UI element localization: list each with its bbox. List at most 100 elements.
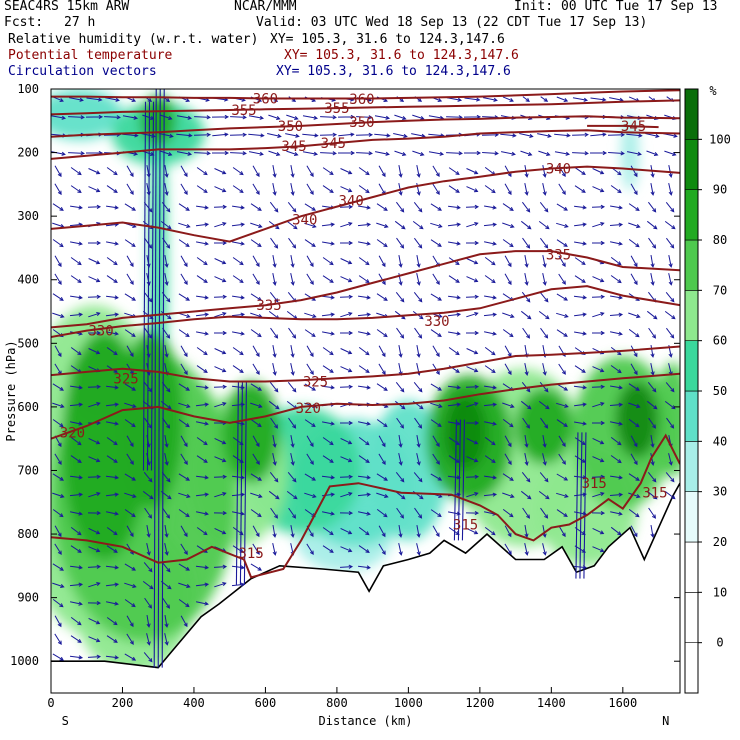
wind-vector <box>250 222 263 228</box>
wind-vector <box>665 382 675 393</box>
wind-vector <box>144 237 153 249</box>
wind-vector <box>592 456 605 463</box>
y-tick-label: 800 <box>17 527 39 541</box>
wind-vector <box>106 421 119 426</box>
wind-vector <box>88 258 101 265</box>
wind-vector <box>650 255 655 268</box>
wind-vector <box>414 327 423 339</box>
theta-contour-label: 360 <box>349 92 374 108</box>
wind-vector <box>483 97 498 102</box>
wind-vector <box>126 615 134 628</box>
wind-vector <box>269 291 279 303</box>
wind-vector <box>52 239 64 248</box>
wind-vector <box>231 582 246 587</box>
wind-vector <box>630 525 638 538</box>
wind-vector <box>502 96 514 102</box>
theta-contour-label: 355 <box>324 101 349 117</box>
wind-vector <box>70 475 83 480</box>
wind-vector <box>666 417 675 429</box>
wind-vector <box>70 635 82 643</box>
wind-vector <box>646 490 658 500</box>
wind-vector <box>252 255 260 268</box>
wind-vector <box>628 419 640 428</box>
wind-vector <box>572 97 589 102</box>
wind-vector <box>194 115 211 120</box>
wind-vector <box>213 384 228 389</box>
wind-vector <box>286 221 298 230</box>
wind-vector <box>590 97 607 102</box>
wind-vector <box>502 312 515 318</box>
wind-vector <box>610 205 623 210</box>
wind-vector <box>143 562 153 573</box>
wind-vector <box>54 615 62 628</box>
wind-vector <box>524 542 529 556</box>
wind-vector <box>196 241 209 246</box>
wind-vector <box>592 402 605 408</box>
wind-vector <box>105 492 120 497</box>
wind-vector <box>592 492 605 498</box>
wind-vector <box>178 203 190 211</box>
y-tick-label: 900 <box>17 591 39 605</box>
wind-vector <box>357 511 371 516</box>
wind-vector <box>556 312 569 318</box>
wind-vector <box>483 312 498 317</box>
wind-vector <box>574 492 587 497</box>
wind-vector <box>466 348 479 355</box>
wind-vector <box>144 597 153 609</box>
wind-vector <box>355 132 374 137</box>
wind-vector <box>54 183 62 196</box>
fcst-value: 27 h <box>64 15 96 30</box>
wind-vector <box>268 150 281 156</box>
theta-contour-label: 360 <box>253 92 278 108</box>
wind-vector <box>650 345 655 358</box>
wind-vector <box>164 165 169 178</box>
wind-vector <box>88 330 102 336</box>
wind-vector <box>252 435 260 448</box>
wind-vector <box>178 239 190 248</box>
wind-vector <box>430 293 442 301</box>
wind-vector <box>448 455 460 463</box>
wind-vector <box>540 417 549 429</box>
wind-vector <box>106 295 119 300</box>
wind-vector <box>374 115 391 120</box>
wind-vector <box>378 525 386 538</box>
wind-vector <box>126 633 134 645</box>
wind-vector <box>290 165 295 178</box>
wind-vector <box>340 456 353 463</box>
wind-vector <box>252 525 260 538</box>
wind-vector <box>196 331 209 336</box>
wind-vector <box>430 419 442 428</box>
wind-vector <box>416 525 421 538</box>
wind-vector <box>250 509 262 518</box>
theta-contour-label: 350 <box>278 119 303 135</box>
wind-vector <box>162 417 171 429</box>
wind-vector <box>87 600 102 606</box>
wind-vector <box>124 383 136 391</box>
wind-vector <box>52 383 64 391</box>
wind-vector <box>540 507 549 519</box>
wind-vector <box>214 492 227 498</box>
wind-vector <box>630 183 638 196</box>
wind-vector <box>288 327 297 339</box>
wind-vector <box>648 237 657 249</box>
wind-vector <box>126 345 134 358</box>
wind-vector <box>70 275 82 284</box>
wind-vector <box>540 237 549 249</box>
wind-vector <box>539 381 549 393</box>
wind-vector <box>416 453 421 466</box>
wind-vector <box>105 402 120 407</box>
wind-vector <box>146 633 151 646</box>
wind-vector <box>556 419 568 428</box>
wind-vector <box>88 312 101 318</box>
wind-vector <box>321 222 336 227</box>
wind-vector <box>500 133 517 138</box>
wind-vector <box>504 165 512 178</box>
wind-vector <box>558 363 566 375</box>
wind-vector <box>87 654 102 659</box>
colorbar-tick-label: 80 <box>713 233 727 247</box>
wind-vector <box>214 366 227 373</box>
wind-vector <box>124 509 136 518</box>
wind-vector <box>665 472 675 483</box>
wind-vector <box>178 599 190 608</box>
wind-vector <box>52 222 65 228</box>
